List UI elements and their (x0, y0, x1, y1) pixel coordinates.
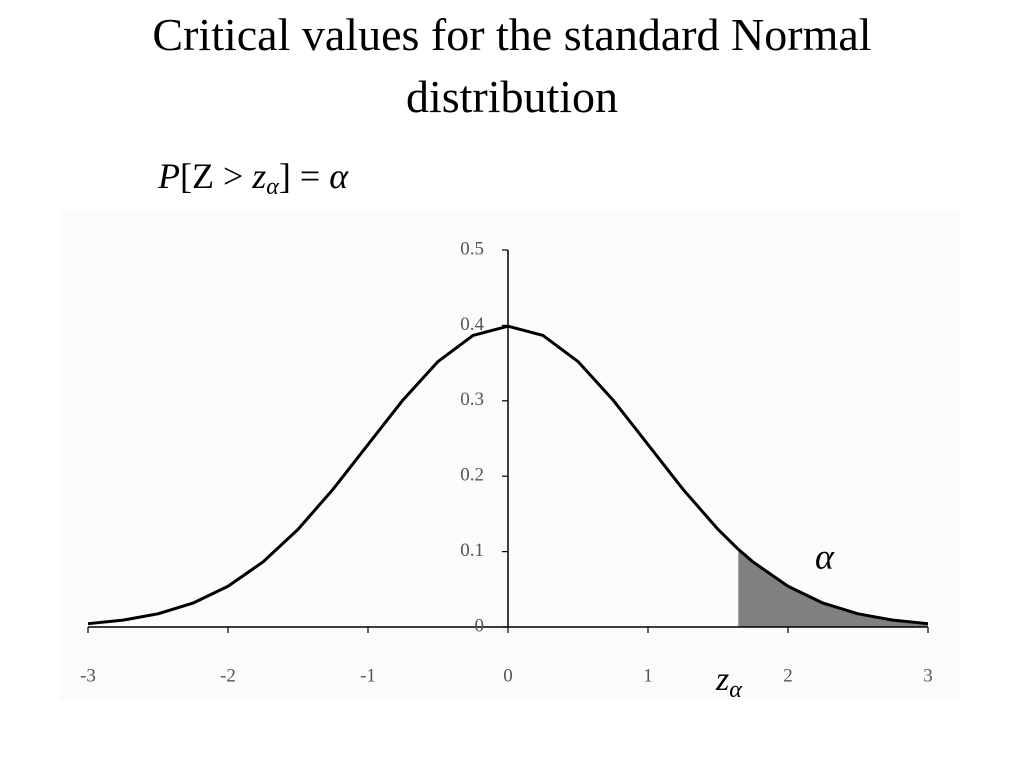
formula-part: ] = (279, 156, 329, 196)
y-tick-label: 0.2 (460, 465, 484, 486)
y-tick-label: 0.5 (460, 238, 484, 259)
y-tick-label: 0.3 (460, 389, 484, 410)
density-curve (87, 324, 929, 626)
x-tick-label: 3 (923, 665, 933, 686)
y-tick-label: 0.4 (460, 314, 484, 335)
x-tick-label: 0 (503, 665, 513, 686)
formula-part: P (157, 156, 180, 196)
formula-part: [Z > (180, 156, 252, 196)
formula-part: α (266, 174, 279, 200)
y-tick-label: 0.1 (460, 540, 484, 561)
y-tick-label: 0 (475, 615, 485, 636)
slide-title: Critical values for the standard Normal … (152, 9, 872, 122)
x-tick-label: 1 (643, 665, 653, 686)
formula-part: z (251, 156, 266, 196)
x-tick-label: -1 (360, 665, 376, 686)
x-tick-label: 2 (783, 665, 793, 686)
tail-label: α (815, 536, 835, 576)
critical-label-part: z (715, 661, 729, 698)
critical-label-part: α (729, 677, 742, 703)
formula-part: α (329, 156, 349, 196)
tail-area (738, 549, 928, 627)
x-tick-label: -2 (220, 665, 236, 686)
x-tick-label: -3 (80, 665, 96, 686)
formula: P[Z > zα] = α (157, 156, 349, 199)
critical-label: zα (715, 661, 742, 703)
